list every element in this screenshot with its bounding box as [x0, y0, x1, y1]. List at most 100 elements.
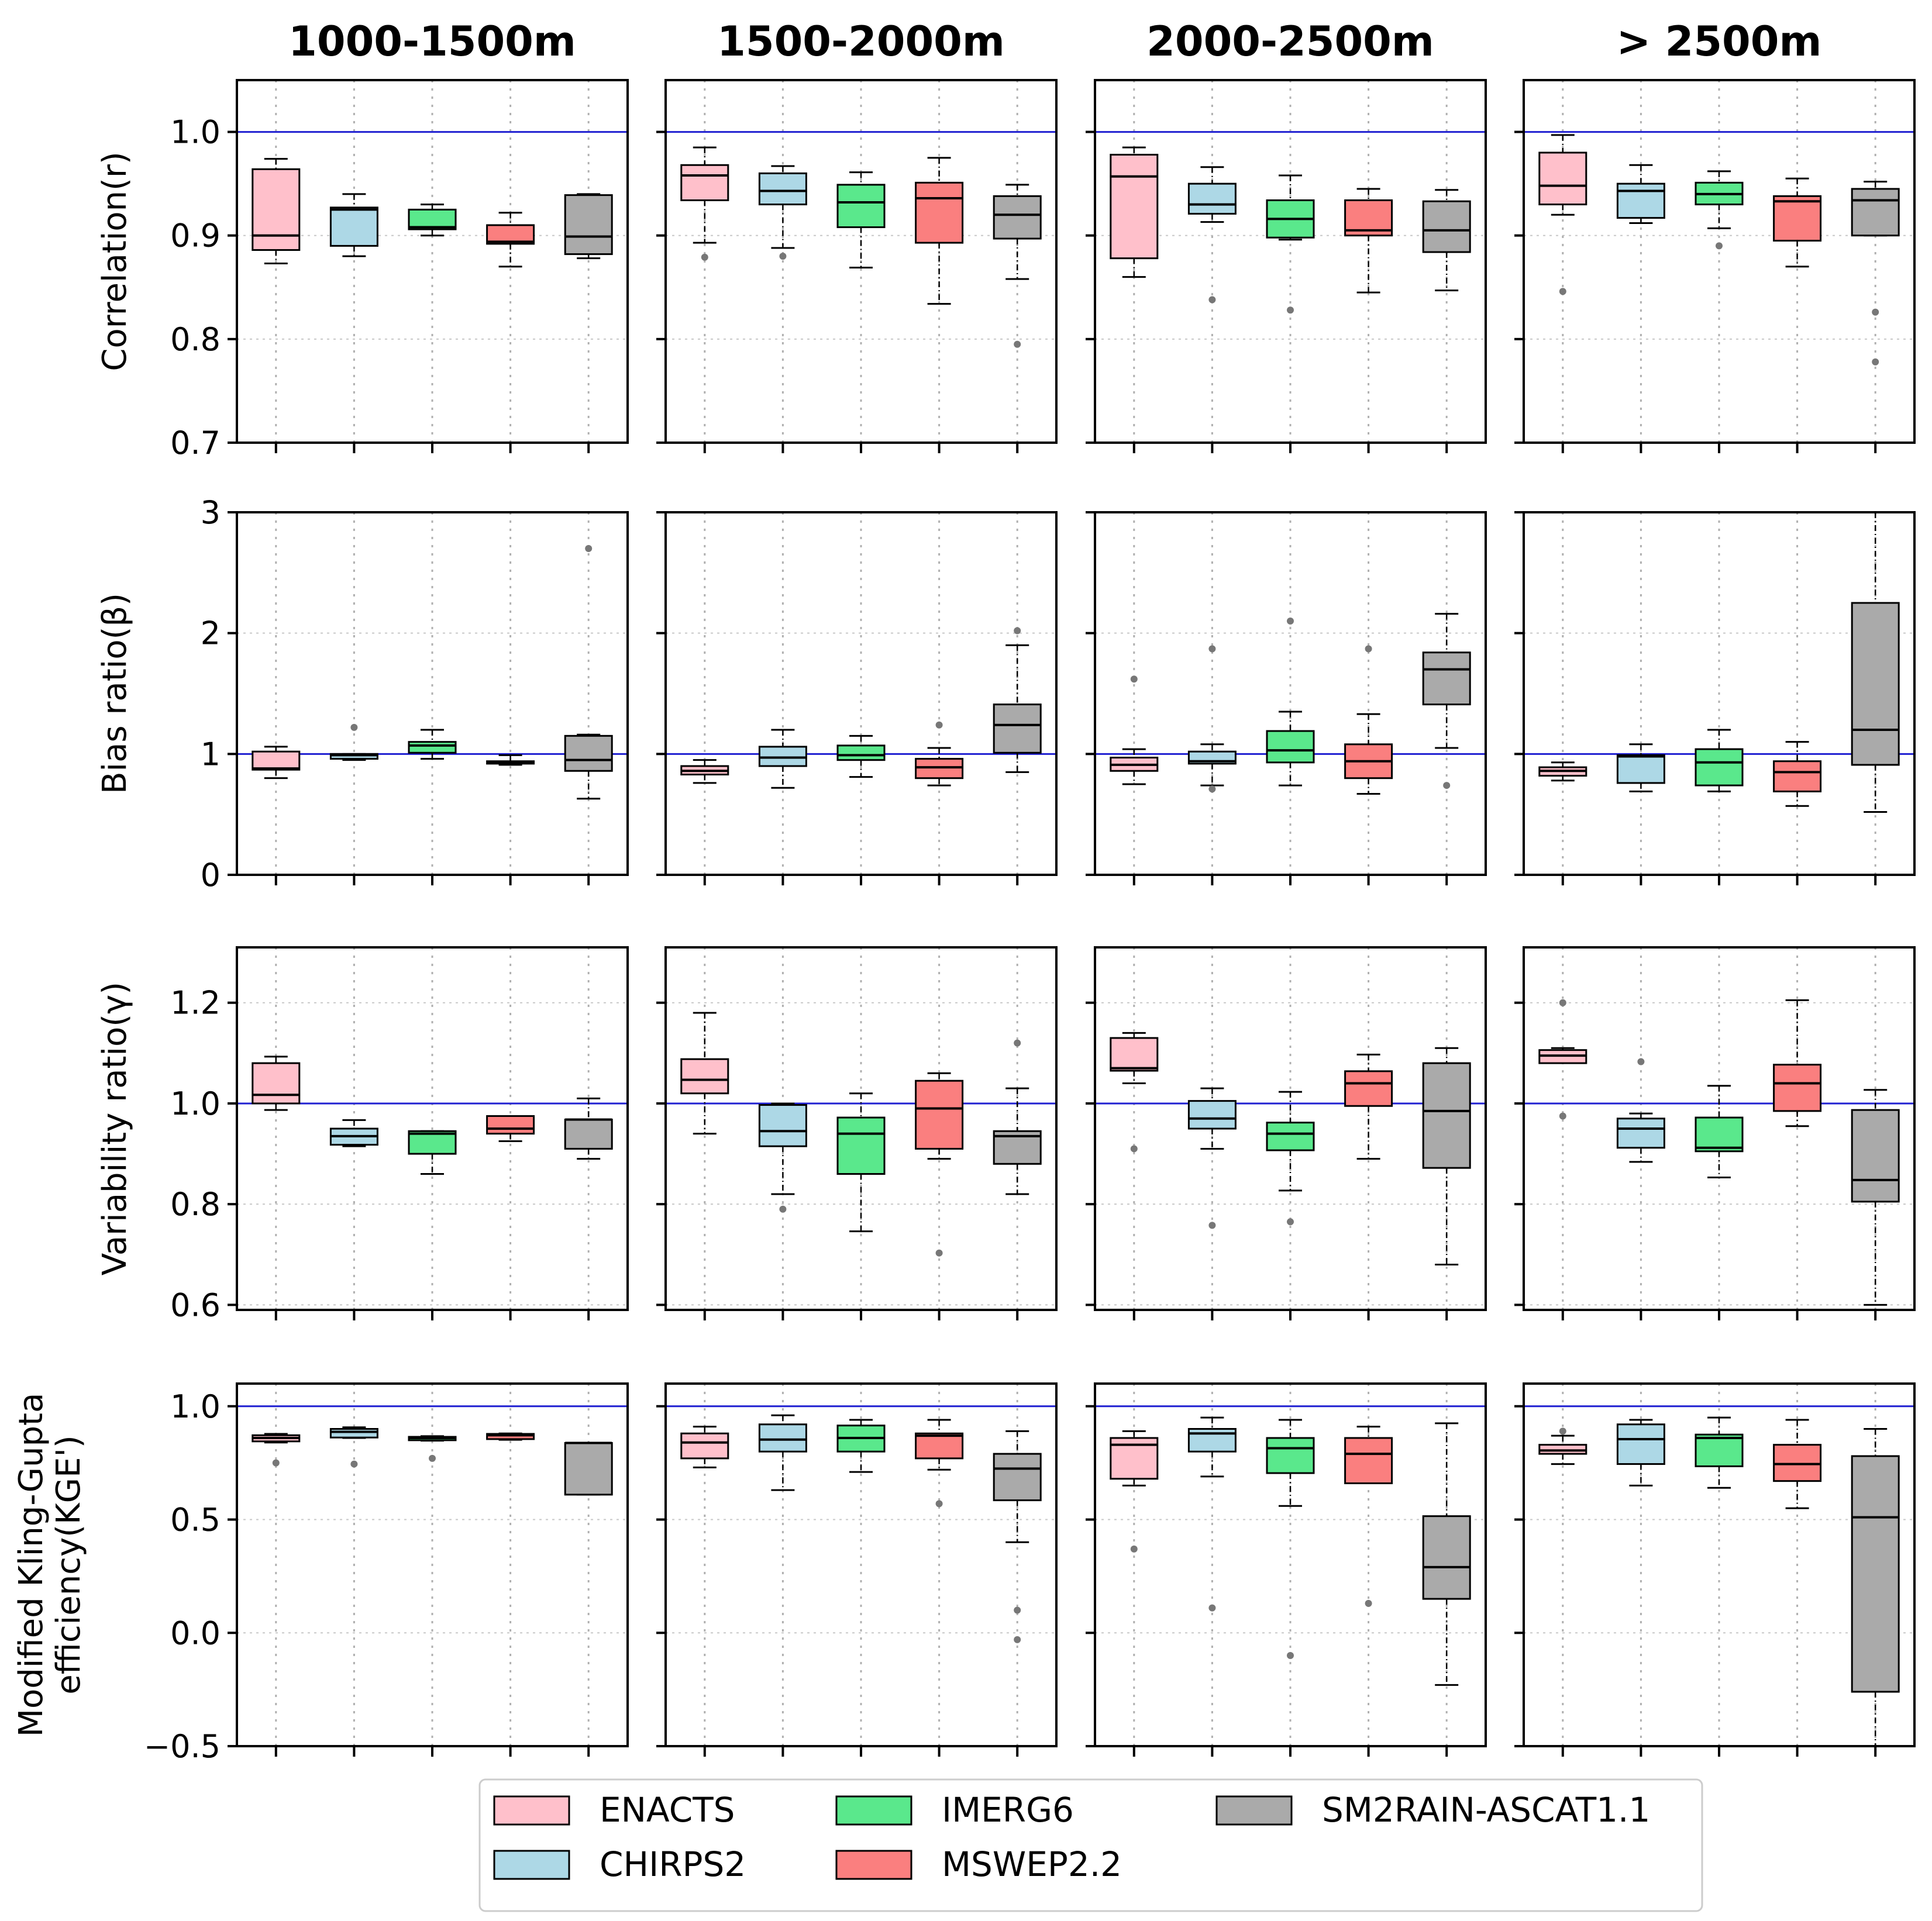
y-axis-label-line: efficiency(KGE'): [50, 1435, 88, 1694]
box-mswep2-2: [1344, 1053, 1393, 1160]
box-body: [1851, 1455, 1900, 1693]
panel-2000-2500m-3: [1086, 1382, 1487, 1757]
outlier-point: [935, 1500, 943, 1508]
box-sm2rain-ascat1-1: [1422, 613, 1471, 789]
y-tick-label: 0: [201, 857, 221, 894]
box-sm2rain-ascat1-1: [1851, 1428, 1900, 1747]
box-imerg6: [1266, 174, 1315, 314]
box-enacts: [1538, 1427, 1587, 1465]
box-body: [758, 172, 807, 206]
box-body: [1773, 1064, 1822, 1112]
legend-item-mswep2-2: MSWEP2.2: [835, 1844, 1122, 1884]
box-sm2rain-ascat1-1: [993, 1430, 1042, 1643]
outlier-point: [1130, 1545, 1138, 1553]
box-mswep2-2: [915, 1419, 964, 1508]
outlier-point: [1872, 358, 1879, 365]
box-body: [1616, 182, 1665, 219]
box-body: [252, 168, 301, 251]
box-imerg6: [1266, 1091, 1315, 1226]
box-chirps2: [329, 1426, 378, 1468]
box-body: [680, 164, 729, 201]
box-mswep2-2: [1773, 999, 1822, 1127]
box-body: [1422, 1062, 1471, 1169]
box-body: [1110, 1037, 1159, 1072]
legend-swatch: [835, 1850, 912, 1880]
box-body: [1616, 754, 1665, 784]
box-chirps2: [329, 193, 378, 257]
box-body: [915, 1432, 964, 1460]
box-body: [1538, 151, 1587, 206]
box-body: [915, 181, 964, 244]
box-body: [1266, 1122, 1315, 1151]
box-sm2rain-ascat1-1: [993, 627, 1042, 773]
panel-1500-2000m-0: [656, 79, 1058, 453]
y-tick-label: 0.9: [170, 218, 221, 254]
box-imerg6: [1695, 1085, 1744, 1179]
box-body: [836, 184, 886, 229]
box-body: [329, 753, 378, 760]
box-mswep2-2: [1344, 1426, 1393, 1607]
box-body: [1851, 188, 1900, 237]
box-imerg6: [408, 204, 457, 237]
box-body: [1422, 200, 1471, 253]
box-imerg6: [1695, 729, 1744, 792]
box-sm2rain-ascat1-1: [564, 1441, 613, 1496]
legend-swatch: [1215, 1795, 1293, 1826]
box-sm2rain-ascat1-1: [564, 1097, 613, 1160]
box-mswep2-2: [1773, 1419, 1822, 1509]
box-enacts: [1110, 675, 1159, 785]
box-enacts: [252, 746, 301, 780]
outlier-point: [1287, 306, 1294, 314]
box-body: [758, 1423, 807, 1453]
legend: ENACTS IMERG6 SM2RAIN-ASCAT1.1 CHIRPS2 MSWEP…: [478, 1778, 1703, 1912]
box-chirps2: [1187, 645, 1237, 793]
panel-1000-1500m-1: 0 1 2 3: [201, 494, 629, 894]
y-tick-label: 1: [201, 736, 221, 772]
column-title: 2000-2500m: [1146, 18, 1434, 65]
panel-2000-2500m-2: [1086, 946, 1487, 1320]
box-enacts: [680, 146, 729, 261]
panel-2500m-2: [1514, 946, 1916, 1320]
box-imerg6: [1266, 1419, 1315, 1659]
box-enacts: [1538, 999, 1587, 1120]
panel-2000-2500m-0: [1086, 79, 1487, 453]
outlier-point: [1716, 242, 1723, 250]
box-mswep2-2: [915, 1072, 964, 1257]
box-imerg6: [836, 734, 886, 778]
box-enacts: [1110, 1430, 1159, 1553]
outlier-point: [1208, 1604, 1216, 1612]
outlier-point: [1872, 308, 1879, 316]
box-body: [680, 1432, 729, 1460]
y-tick-label: 1.0: [170, 1388, 221, 1425]
box-mswep2-2: [1344, 188, 1393, 294]
box-sm2rain-ascat1-1: [1422, 1047, 1471, 1265]
box-body: [1616, 1423, 1665, 1465]
y-axis-label-text: Correlation(r): [96, 151, 134, 371]
box-body: [1695, 748, 1744, 787]
box-enacts: [680, 759, 729, 784]
y-axis-label: Bias ratio(β): [96, 593, 134, 794]
box-enacts: [1538, 761, 1587, 782]
box-body: [1266, 730, 1315, 764]
box-mswep2-2: [915, 721, 964, 787]
box-body: [758, 1104, 807, 1147]
panel-2500m-0: [1514, 79, 1916, 453]
box-body: [252, 750, 301, 771]
y-tick-label: 1.2: [170, 985, 221, 1022]
outlier-point: [429, 1454, 436, 1462]
box-mswep2-2: [486, 1432, 535, 1441]
outlier-point: [1208, 1222, 1216, 1229]
y-axis-label: Modified Kling-Guptaefficiency(KGE'): [12, 1393, 88, 1737]
box-body: [329, 1428, 378, 1439]
box-body: [1773, 760, 1822, 792]
box-body: [993, 1453, 1042, 1502]
y-tick-label: 0.8: [170, 321, 221, 358]
y-tick-label: 0.5: [170, 1502, 221, 1539]
box-body: [408, 208, 457, 230]
outlier-point: [1014, 340, 1021, 348]
legend-label: MSWEP2.2: [942, 1844, 1122, 1884]
box-imerg6: [1695, 170, 1744, 250]
y-tick-label: 1.0: [170, 114, 221, 151]
box-imerg6: [1695, 1416, 1744, 1489]
box-imerg6: [1266, 618, 1315, 787]
